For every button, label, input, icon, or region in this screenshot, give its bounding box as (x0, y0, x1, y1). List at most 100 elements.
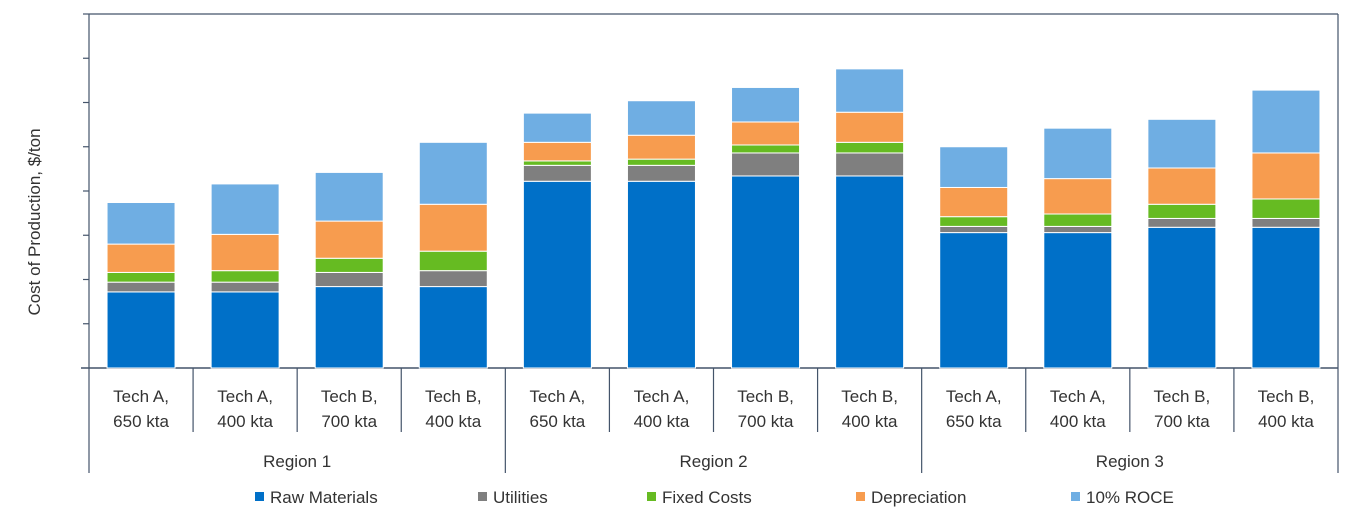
category-label-line1: Tech B, (425, 387, 482, 406)
bar-segment-depreciation (106, 243, 176, 273)
bars (106, 68, 1321, 369)
bar-segment-depreciation (418, 203, 488, 252)
bar-segment-10-roce (522, 112, 592, 143)
category-label-line2: 400 kta (1050, 412, 1106, 431)
bar-segment-raw-materials (1043, 232, 1113, 369)
legend-label: Depreciation (871, 488, 966, 507)
group-label: Region 1 (263, 452, 331, 471)
legend-swatch (1071, 492, 1080, 501)
bar-segment-raw-materials (835, 175, 905, 369)
bar-segment-utilities (835, 152, 905, 177)
bar-segment-raw-materials (210, 291, 280, 369)
bar-segment-10-roce (731, 86, 801, 123)
bar-segment-fixed-costs (835, 141, 905, 154)
bar-segment-utilities (418, 270, 488, 288)
category-label-line1: Tech A, (217, 387, 273, 406)
bar-segment-raw-materials (522, 180, 592, 369)
bar-segment-10-roce (106, 202, 176, 245)
bar-segment-utilities (1043, 225, 1113, 234)
bar-segment-utilities (939, 225, 1009, 234)
category-labels: Tech A, 650 kta Tech A, 400 kta Tech B, 700 k… (113, 387, 1314, 471)
bar-segment-fixed-costs (939, 216, 1009, 227)
category-label-line1: Tech B, (1258, 387, 1315, 406)
category-label-line1: Tech A, (1050, 387, 1106, 406)
legend-label: Raw Materials (270, 488, 378, 507)
category-label-line1: Tech A, (529, 387, 585, 406)
category-label-line1: Tech A, (946, 387, 1002, 406)
category-label-line1: Tech A, (113, 387, 169, 406)
bar-segment-10-roce (939, 146, 1009, 188)
bar-segment-utilities (731, 152, 801, 177)
category-label-line2: 650 kta (946, 412, 1002, 431)
category-label-line2: 400 kta (842, 412, 898, 431)
bar-segment-utilities (626, 164, 696, 182)
category-label-line1: Tech B, (737, 387, 794, 406)
bar-segment-fixed-costs (626, 158, 696, 166)
bar-segment-raw-materials (106, 291, 176, 369)
legend-swatch (478, 492, 487, 501)
category-label-line2: 400 kta (425, 412, 481, 431)
bar-segment-utilities (1147, 217, 1217, 228)
bar-segment-10-roce (1147, 118, 1217, 169)
bar-segment-depreciation (1147, 167, 1217, 205)
bar-segment-raw-materials (418, 286, 488, 369)
bar-segment-fixed-costs (522, 160, 592, 166)
bar-segment-raw-materials (626, 180, 696, 369)
bar-segment-10-roce (418, 141, 488, 205)
legend-label: Utilities (493, 488, 548, 507)
legend-swatch (856, 492, 865, 501)
bar-segment-10-roce (1251, 89, 1321, 154)
category-label-line2: 400 kta (1258, 412, 1314, 431)
bar-segment-fixed-costs (210, 270, 280, 283)
bar-segment-depreciation (522, 141, 592, 162)
category-label-line2: 400 kta (634, 412, 690, 431)
bar-segment-raw-materials (731, 175, 801, 369)
bar-segment-depreciation (314, 220, 384, 259)
category-label-line2: 700 kta (738, 412, 794, 431)
legend-swatch (647, 492, 656, 501)
bar-segment-10-roce (210, 183, 280, 235)
axes (81, 13, 1339, 473)
category-label-line2: 700 kta (321, 412, 377, 431)
category-label-line2: 650 kta (113, 412, 169, 431)
bar-segment-fixed-costs (1251, 198, 1321, 219)
bar-segment-depreciation (1043, 178, 1113, 215)
bar-segment-depreciation (939, 186, 1009, 218)
legend: Raw Materials Utilities Fixed Costs Depreci… (255, 488, 1174, 507)
bar-segment-fixed-costs (418, 250, 488, 272)
category-label-line1: Tech B, (321, 387, 378, 406)
bar-segment-raw-materials (939, 232, 1009, 369)
bar-segment-depreciation (731, 121, 801, 146)
legend-label: 10% ROCE (1086, 488, 1174, 507)
bar-segment-depreciation (1251, 152, 1321, 200)
bar-segment-fixed-costs (1147, 203, 1217, 219)
bar-segment-depreciation (210, 233, 280, 272)
legend-swatch (255, 492, 264, 501)
bar-segment-fixed-costs (314, 257, 384, 273)
category-label-line2: 400 kta (217, 412, 273, 431)
y-axis-title: Cost of Production, $/ton (25, 128, 44, 315)
bar-segment-fixed-costs (106, 271, 176, 283)
bar-segment-utilities (106, 281, 176, 293)
bar-segment-fixed-costs (731, 144, 801, 154)
category-label-line2: 700 kta (1154, 412, 1210, 431)
bar-segment-raw-materials (1251, 226, 1321, 369)
category-label-line1: Tech B, (1154, 387, 1211, 406)
bar-segment-utilities (1251, 217, 1321, 228)
group-label: Region 2 (679, 452, 747, 471)
bar-segment-10-roce (835, 68, 905, 113)
bar-segment-utilities (210, 281, 280, 293)
bar-segment-10-roce (626, 100, 696, 136)
bar-segment-utilities (314, 271, 384, 288)
group-label: Region 3 (1096, 452, 1164, 471)
legend-label: Fixed Costs (662, 488, 752, 507)
bar-segment-10-roce (1043, 127, 1113, 180)
bar-segment-10-roce (314, 171, 384, 222)
category-label-line1: Tech B, (841, 387, 898, 406)
bar-segment-raw-materials (1147, 226, 1217, 369)
bar-segment-raw-materials (314, 286, 384, 369)
bar-segment-fixed-costs (1043, 213, 1113, 227)
category-label-line2: 650 kta (529, 412, 585, 431)
bar-segment-depreciation (626, 134, 696, 160)
